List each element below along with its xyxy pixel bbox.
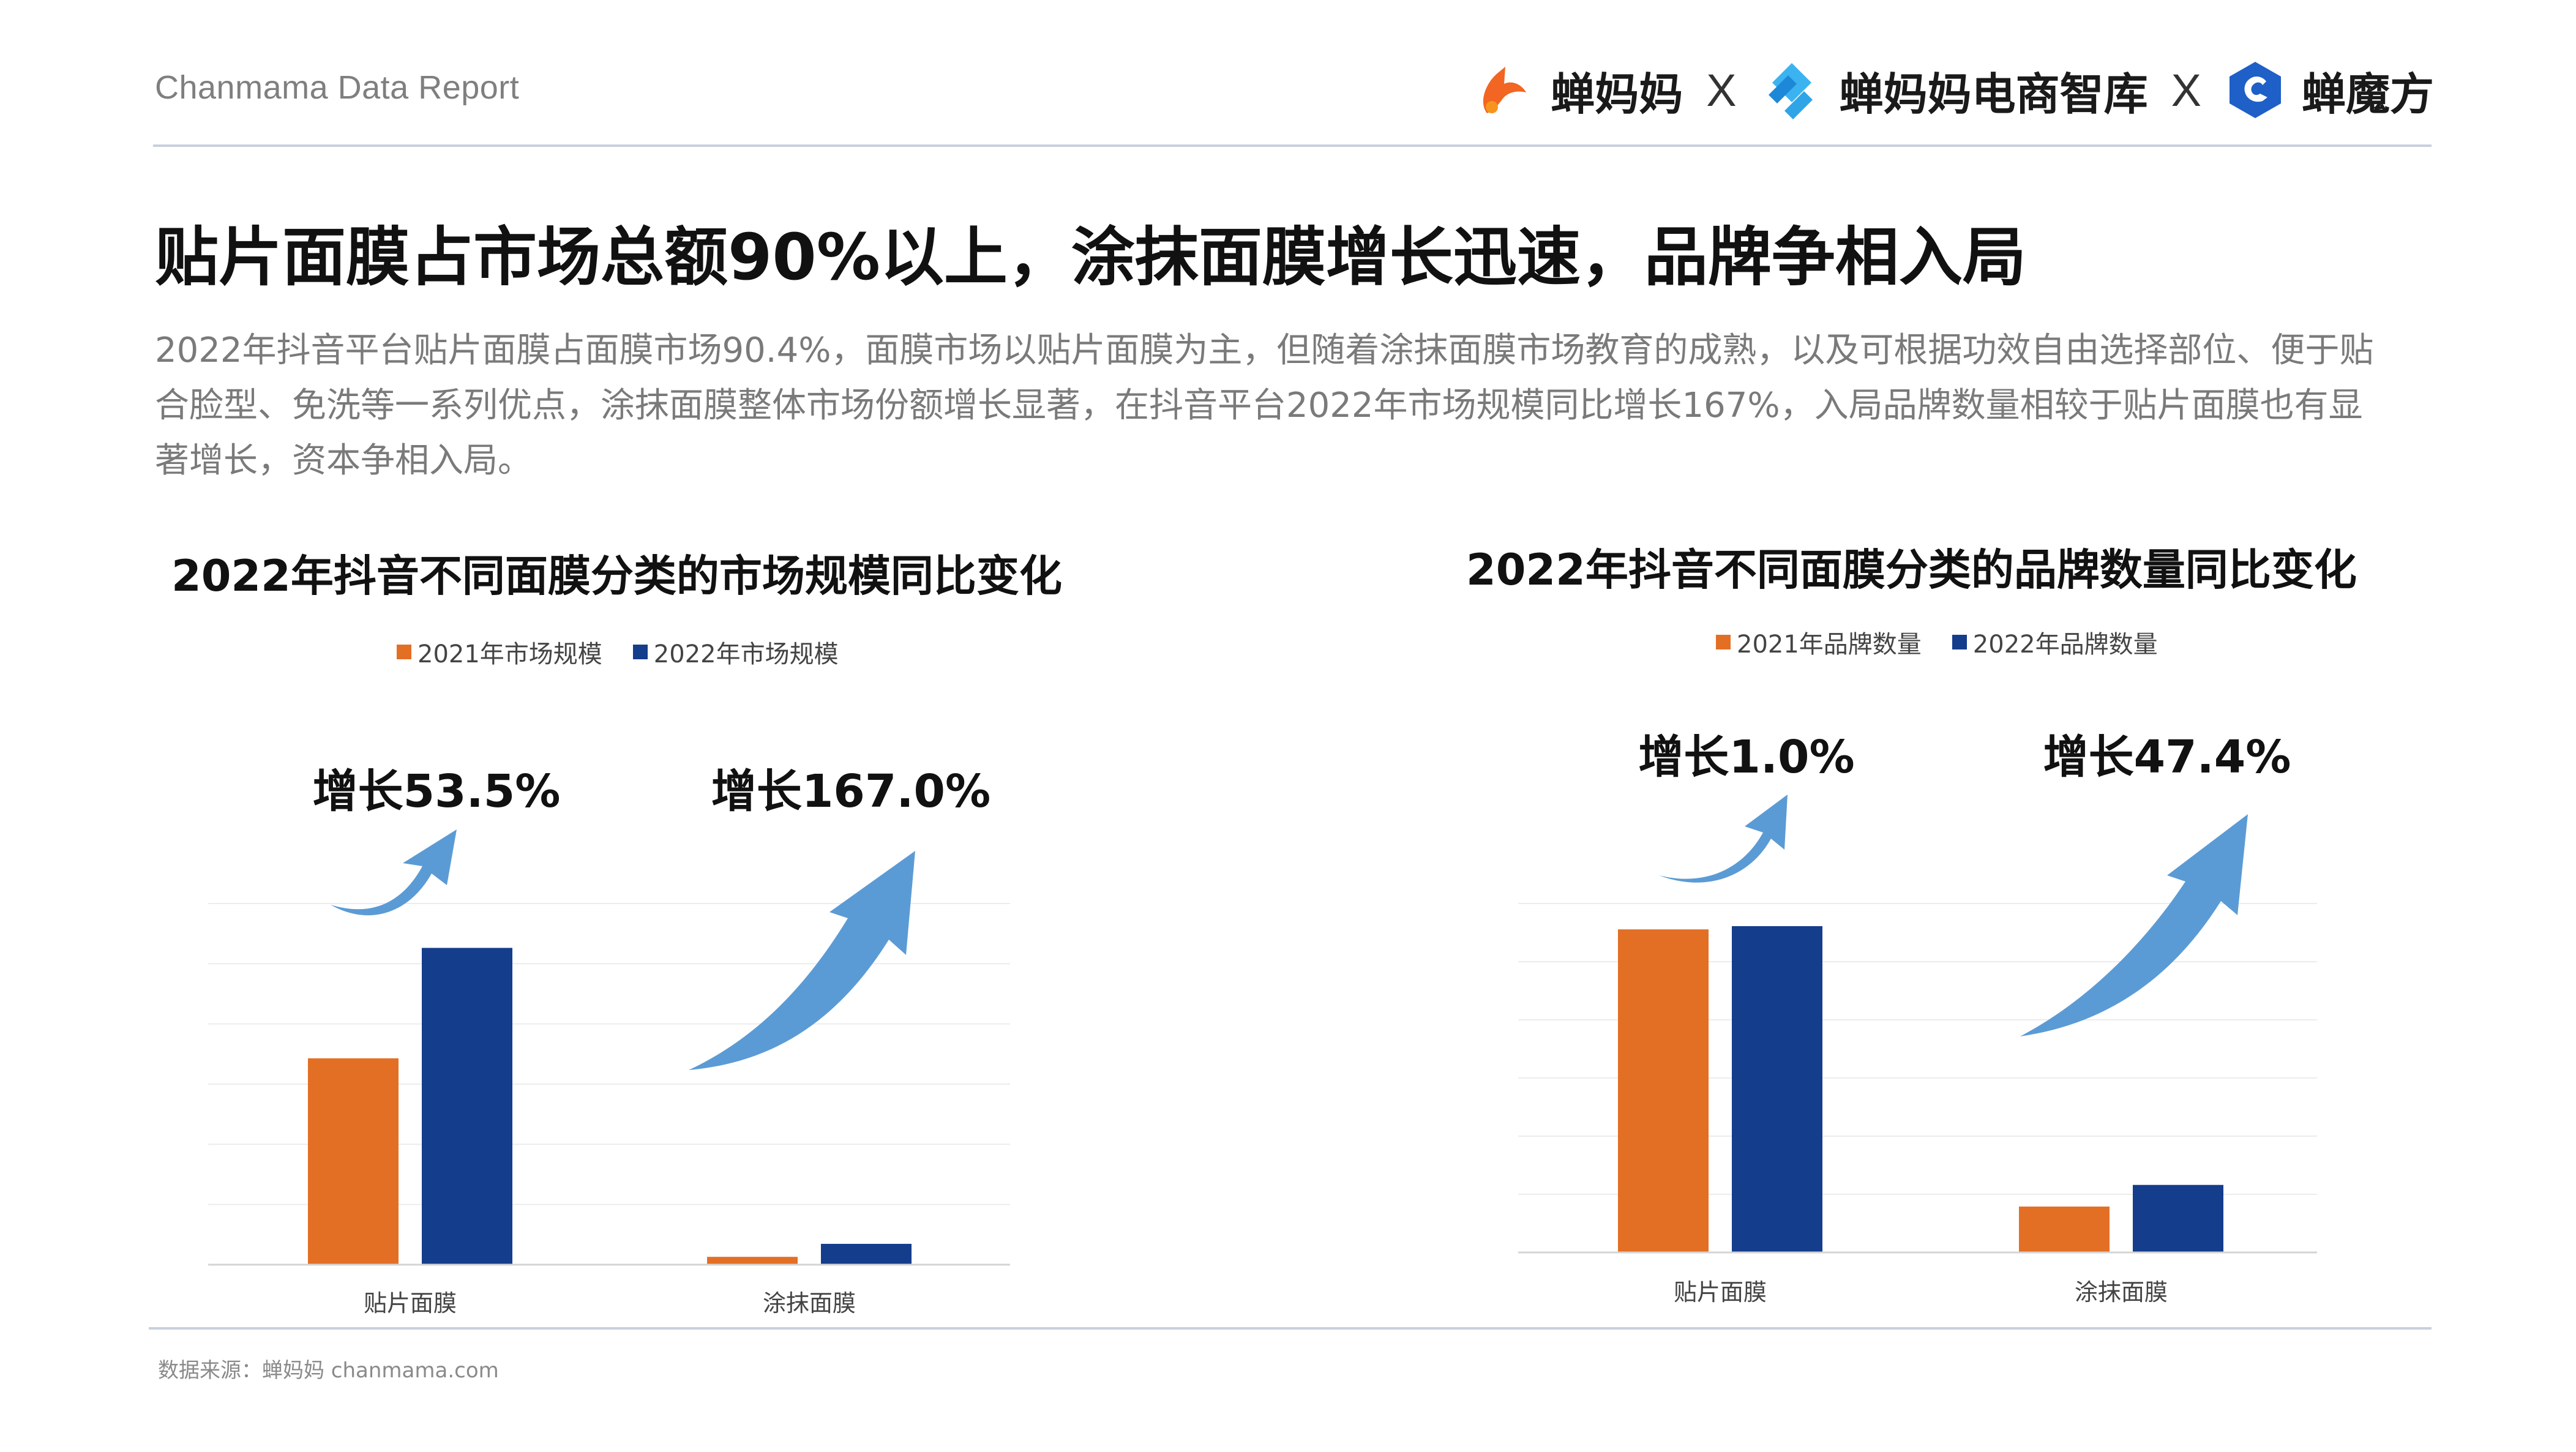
- growth-arrow-icon: [331, 829, 457, 916]
- bar: [821, 1243, 912, 1265]
- legend-item: 2022年品牌数量: [1952, 624, 2158, 660]
- header-divider: [153, 144, 2432, 147]
- chart-title-market-size: 2022年抖音不同面膜分类的市场规模同比变化: [171, 551, 1062, 601]
- legend-item: 2021年市场规模: [397, 634, 602, 670]
- partner-logos: 蝉妈妈 X 蝉妈妈电商智库 X 蝉魔方: [1473, 56, 2434, 124]
- growth-annotation: 增长47.4%: [2043, 731, 2291, 784]
- chanmofang-logo-icon: [2229, 62, 2281, 118]
- legend-market-size: 2021年市场规模 2022年市场规模: [397, 634, 839, 670]
- bar: [1732, 926, 1822, 1252]
- footer-divider: [149, 1327, 2432, 1330]
- logo-name-think-tank: 蝉妈妈电商智库: [1839, 68, 2148, 120]
- data-source-note: 数据来源：蝉妈妈 chanmama.com: [158, 1358, 499, 1383]
- bar: [707, 1257, 798, 1265]
- growth-annotation: 增长53.5%: [313, 765, 561, 818]
- category-label: 贴片面膜: [364, 1290, 457, 1317]
- legend-label: 2022年品牌数量: [1972, 631, 2158, 659]
- legend-swatch-orange: [1716, 635, 1731, 649]
- category-label: 涂抹面膜: [763, 1290, 856, 1317]
- bar: [308, 1058, 399, 1265]
- page-title: 贴片面膜占市场总额90%以上，涂抹面膜增长迅速，品牌争相入局: [155, 220, 2026, 294]
- description-line: 著增长，资本争相入局。: [155, 441, 532, 481]
- chart-title-brand-count: 2022年抖音不同面膜分类的品牌数量同比变化: [1466, 545, 2357, 595]
- legend-label: 2021年品牌数量: [1737, 631, 1922, 659]
- logo-separator: X: [2171, 64, 2201, 116]
- legend-swatch-navy: [632, 645, 648, 659]
- growth-arrow-icon: [1659, 795, 1788, 883]
- chanmama-logo-icon: [1483, 67, 1527, 113]
- growth-annotation: 增长167.0%: [711, 765, 990, 818]
- logo-name-chanmofang: 蝉魔方: [2301, 68, 2434, 120]
- legend-swatch-orange: [397, 645, 411, 659]
- category-label: 涂抹面膜: [2075, 1279, 2168, 1306]
- legend-label: 2021年市场规模: [417, 640, 602, 668]
- category-label: 贴片面膜: [1674, 1279, 1767, 1306]
- legend-brand-count: 2021年品牌数量 2022年品牌数量: [1716, 624, 2158, 660]
- growth-arrow-icon: [2020, 814, 2248, 1036]
- description: 2022年抖音平台贴片面膜占面膜市场90.4%，面膜市场以贴片面膜为主，但随着涂…: [155, 323, 2432, 488]
- logo-name-chanmama: 蝉妈妈: [1551, 68, 1683, 120]
- description-line: 合脸型、免洗等一系列优点，涂抹面膜整体市场份额增长显著，在抖音平台2022年市场…: [155, 386, 2363, 425]
- bar: [2019, 1207, 2110, 1252]
- bar: [2133, 1184, 2223, 1252]
- report-label: Chanmama Data Report: [155, 69, 520, 106]
- growth-annotation: 增长1.0%: [1638, 731, 1854, 784]
- growth-arrow-icon: [689, 851, 915, 1070]
- legend-swatch-navy: [1952, 635, 1967, 649]
- logo-separator: X: [1706, 64, 1737, 116]
- bar: [422, 948, 512, 1265]
- chanmama-think-tank-logo-icon: [1768, 63, 1813, 119]
- description-line: 2022年抖音平台贴片面膜占面膜市场90.4%，面膜市场以贴片面膜为主，但随着涂…: [155, 331, 2374, 370]
- bar: [1618, 929, 1709, 1252]
- legend-label: 2022年市场规模: [653, 640, 839, 668]
- legend-item: 2021年品牌数量: [1716, 624, 1922, 660]
- legend-item: 2022年市场规模: [632, 634, 839, 670]
